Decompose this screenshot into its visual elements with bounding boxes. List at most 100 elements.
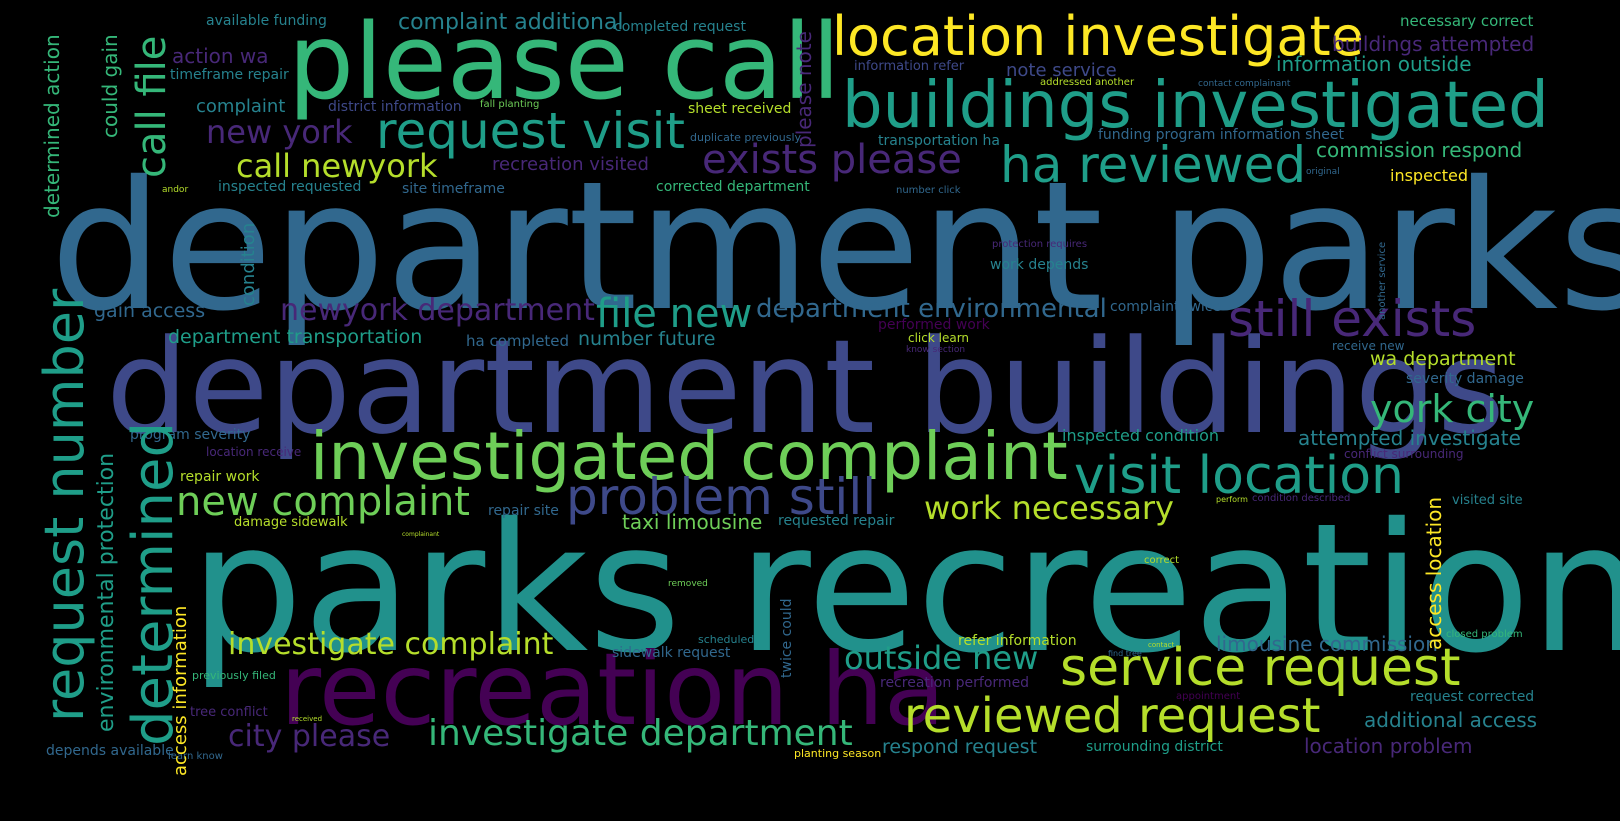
- word-investigated-complaint: investigated complaint: [310, 418, 1068, 495]
- word-number-click: number click: [896, 185, 961, 196]
- word-know-section: know section: [906, 345, 966, 355]
- word-attempted-investigate: attempted investigate: [1298, 426, 1521, 450]
- word-new-complaint: new complaint: [176, 479, 470, 525]
- word-perform: perform: [1216, 495, 1248, 504]
- word-could-gain: could gain: [98, 34, 122, 138]
- word-click-learn: click learn: [908, 331, 970, 345]
- word-ha-reviewed: ha reviewed: [1000, 136, 1307, 194]
- word-timeframe-repair: timeframe repair: [170, 67, 289, 83]
- word-additional-access: additional access: [1364, 708, 1538, 732]
- word-damage-sidewalk: damage sidewalk: [234, 515, 348, 530]
- word-work-necessary: work necessary: [924, 489, 1174, 527]
- word-surrounding-district: surrounding district: [1086, 739, 1223, 755]
- word-request-number: request number: [33, 288, 96, 722]
- word-location-problem: location problem: [1304, 734, 1473, 758]
- word-york-city: york city: [1370, 387, 1535, 431]
- word-transportation-ha: transportation ha: [878, 133, 1000, 149]
- word-original: original: [1306, 167, 1340, 177]
- word-complaint-twice: complaint twice: [1110, 299, 1222, 315]
- word-performed-work: performed work: [878, 317, 990, 333]
- word-planting-season: planting season: [794, 747, 882, 760]
- word-file-new: file new: [596, 291, 753, 337]
- word-complainant: complainant: [402, 531, 440, 538]
- word-appointment: appointment: [1176, 691, 1241, 702]
- word-information-refer: information refer: [854, 59, 965, 74]
- word-action-wa: action wa: [172, 44, 269, 68]
- word-complaint: complaint: [196, 96, 286, 117]
- word-reviewed-request: reviewed request: [904, 688, 1321, 744]
- word-available-funding: available funding: [206, 13, 327, 29]
- word-gain-access: gain access: [94, 300, 206, 322]
- word-funding-program-information-sheet: funding program information sheet: [1098, 127, 1345, 143]
- word-problem-still: problem still: [566, 468, 877, 526]
- word-sidewalk-request: sidewalk request: [612, 645, 731, 661]
- word-call-file: call file: [129, 35, 175, 178]
- word-taxi-limousine: taxi limousine: [622, 510, 763, 534]
- word-buildings-attempted: buildings attempted: [1332, 32, 1535, 56]
- word-refer-information: refer information: [958, 633, 1077, 649]
- word-commission-respond: commission respond: [1316, 138, 1523, 162]
- word-andor: andor: [162, 185, 189, 195]
- word-outside-new: outside new: [844, 639, 1039, 677]
- word-condition: condition: [238, 222, 259, 306]
- word-sheet-received: sheet received: [688, 101, 792, 117]
- word-closed-problem: closed problem: [1446, 629, 1523, 640]
- word-visited-site: visited site: [1452, 493, 1523, 508]
- word-scheduled: scheduled: [698, 633, 755, 646]
- word-program-severity: program severity: [130, 427, 251, 443]
- word-inspected-requested: inspected requested: [218, 179, 362, 195]
- word-contact-complainant: contact complainant: [1198, 79, 1291, 89]
- word-request-corrected: request corrected: [1410, 689, 1535, 705]
- word-wa-department: wa department: [1370, 348, 1516, 370]
- word-received: received: [292, 715, 323, 723]
- word-department-environmental: department environmental: [756, 294, 1107, 324]
- word-location-receive: location receive: [206, 445, 302, 459]
- word-protection-requires: protection requires: [992, 239, 1088, 250]
- word-twice-could: twice could: [779, 598, 795, 678]
- word-department-parks: department parks: [50, 143, 1620, 350]
- word-exists-please: exists please: [702, 137, 962, 183]
- word-severity-damage: severity damage: [1406, 371, 1524, 387]
- word-number-future: number future: [578, 328, 716, 350]
- word-inspected: inspected: [1390, 166, 1468, 185]
- word-inspected-condition: inspected condition: [1062, 426, 1220, 445]
- word-learn-know: learn know: [168, 751, 223, 762]
- word-conflict-surrounding: conflict surrounding: [1344, 447, 1464, 461]
- word-buildings-investigated: buildings investigated: [842, 69, 1549, 143]
- word-ha-completed: ha completed: [466, 332, 570, 350]
- word-call-newyork: call newyork: [236, 147, 438, 185]
- word-repair-site: repair site: [488, 503, 559, 519]
- word-corrected-department: corrected department: [656, 179, 810, 195]
- word-district-information: district information: [328, 99, 462, 115]
- word-contact: contact: [1148, 641, 1175, 649]
- word-department-transportation: department transportation: [168, 326, 423, 348]
- word-new-york: new york: [206, 113, 353, 151]
- word-complaint-additional: complaint additional: [398, 10, 624, 35]
- word-repair-work: repair work: [180, 469, 260, 485]
- word-city-please: city please: [228, 719, 391, 754]
- word-investigate-complaint: investigate complaint: [228, 627, 554, 662]
- word-please-call: please call: [288, 1, 841, 123]
- word-previously-filed: previously filed: [192, 669, 276, 682]
- word-find-tree: find tree: [1108, 649, 1142, 658]
- word-tree-conflict: tree conflict: [190, 705, 268, 720]
- word-work-depends: work depends: [990, 257, 1089, 273]
- word-investigate-department: investigate department: [428, 713, 853, 754]
- word-information-outside: information outside: [1276, 52, 1472, 76]
- word-another-service: another service: [1377, 241, 1388, 320]
- word-location-investigate: location investigate: [832, 5, 1364, 68]
- word-recreation-ha: recreation ha: [280, 631, 946, 748]
- word-recreation-performed: recreation performed: [880, 675, 1030, 691]
- word-site-timeframe: site timeframe: [402, 181, 505, 197]
- word-condition-described: condition described: [1252, 493, 1351, 504]
- word-removed: removed: [668, 579, 708, 589]
- word-limousine-commission: limousine commission: [1216, 632, 1438, 656]
- word-requested-repair: requested repair: [778, 513, 895, 529]
- word-completed-request: completed request: [614, 19, 746, 35]
- word-recreation-visited: recreation visited: [492, 154, 649, 175]
- word-department-buildings: department buildings: [106, 311, 1505, 463]
- word-duplicate-previously: duplicate previously: [690, 131, 802, 144]
- word-fall-planting: fall planting: [480, 99, 540, 110]
- word-request-visit: request visit: [376, 102, 685, 160]
